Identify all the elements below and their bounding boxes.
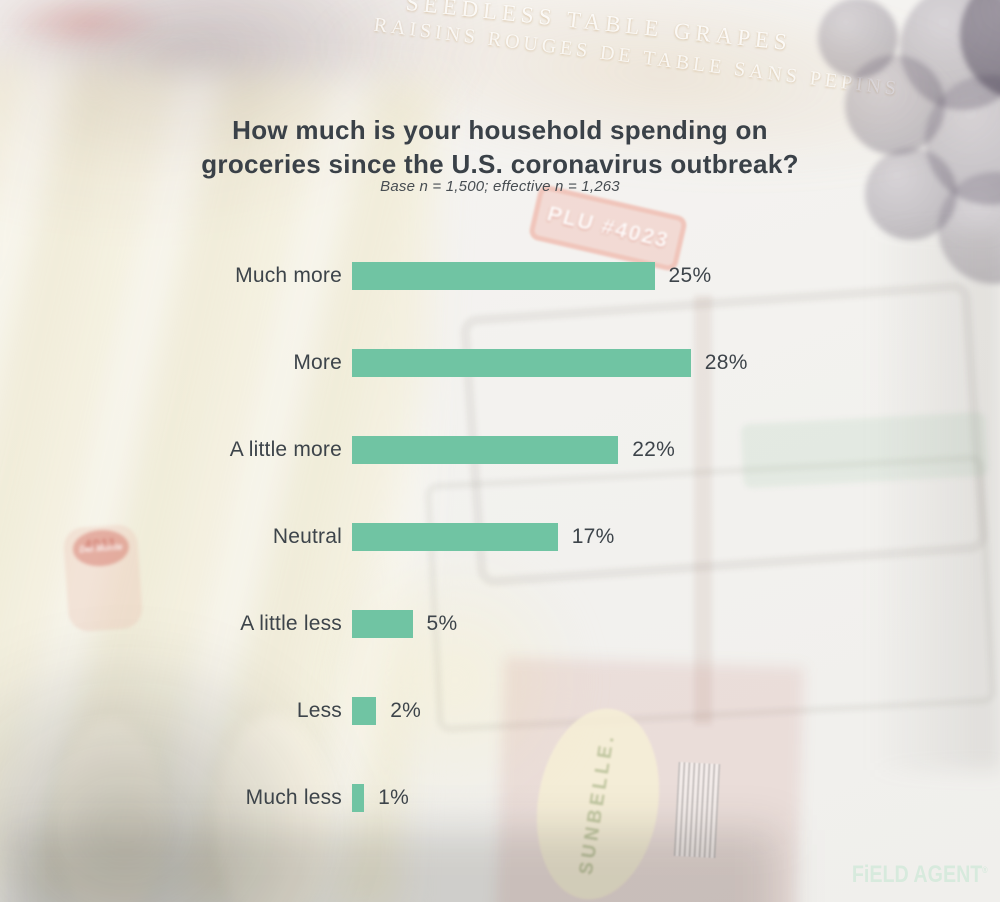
chart-row: Much less 1% bbox=[0, 784, 1000, 812]
chart-row: Neutral 17% bbox=[0, 523, 1000, 551]
chart-row: Much more 25% bbox=[0, 262, 1000, 290]
field-agent-logo: FiELD AGENT® bbox=[852, 861, 988, 889]
chart-row: A little less 5% bbox=[0, 610, 1000, 638]
value-label: 28% bbox=[704, 351, 748, 374]
bar bbox=[352, 697, 377, 725]
page-title: How much is your household spending on g… bbox=[0, 113, 1000, 181]
chart-row: A little more 22% bbox=[0, 436, 1000, 464]
page-title-line1: How much is your household spending on bbox=[232, 115, 768, 146]
bar bbox=[352, 784, 365, 812]
value-label: 5% bbox=[426, 612, 458, 635]
page-title-line2: groceries since the U.S. coronavirus out… bbox=[201, 149, 799, 180]
value-label: 22% bbox=[632, 438, 676, 461]
value-label: 2% bbox=[390, 699, 422, 722]
category-label: A little less bbox=[240, 612, 342, 635]
chart-row: More 28% bbox=[0, 349, 1000, 377]
bar bbox=[352, 610, 413, 638]
category-label: A little more bbox=[229, 438, 342, 461]
category-label: Much less bbox=[245, 786, 342, 809]
bar-chart: Much more 25% More 28% A little more 22% Neutr… bbox=[0, 262, 1000, 871]
category-label: More bbox=[293, 351, 342, 374]
category-label: Neutral bbox=[272, 525, 342, 548]
value-label: 17% bbox=[571, 525, 615, 548]
bar bbox=[352, 436, 619, 464]
bar bbox=[352, 262, 655, 290]
sample-size-note: Base n = 1,500; effective n = 1,263 bbox=[380, 178, 620, 195]
value-label: 25% bbox=[668, 264, 712, 287]
bar bbox=[352, 349, 691, 377]
bar bbox=[352, 523, 558, 551]
value-label: 1% bbox=[378, 786, 410, 809]
category-label: Much more bbox=[235, 264, 342, 287]
chart-row: Less 2% bbox=[0, 697, 1000, 725]
field-agent-logo-text: FiELD AGENT bbox=[852, 861, 983, 888]
category-label: Less bbox=[296, 699, 342, 722]
registered-mark: ® bbox=[982, 865, 988, 875]
